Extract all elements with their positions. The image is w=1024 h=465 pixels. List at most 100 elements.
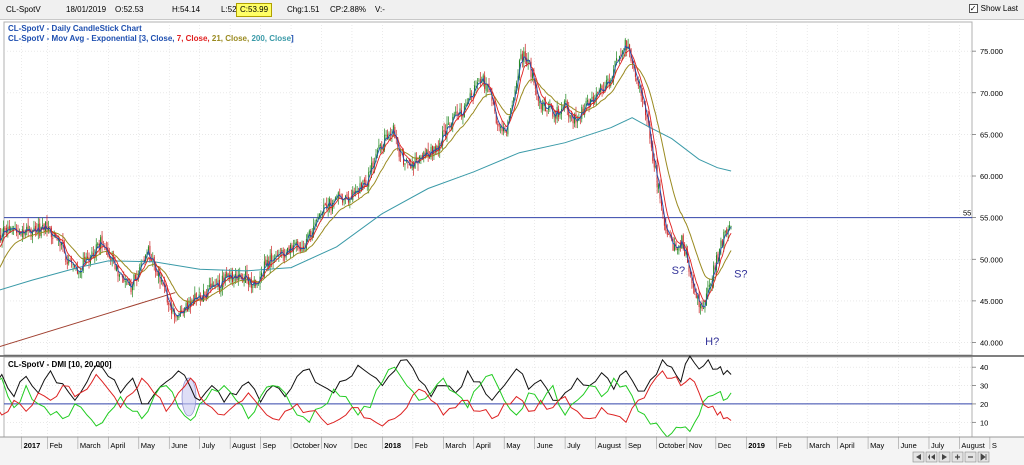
- price-tick-label: 70.000: [980, 89, 1003, 98]
- candle-body: [291, 245, 293, 252]
- candle-body: [124, 281, 126, 283]
- candle-body: [318, 214, 320, 219]
- candle-body: [136, 277, 138, 280]
- candle-body: [363, 179, 365, 182]
- time-tick-label: Nov: [689, 441, 703, 450]
- trendline[interactable]: [0, 292, 176, 353]
- candle-body: [334, 197, 336, 201]
- candle-body: [211, 283, 213, 288]
- candle-body: [503, 127, 505, 132]
- candle-body: [39, 223, 41, 236]
- candle-body: [143, 259, 145, 263]
- open-value: O:52.53: [115, 5, 144, 14]
- candle-body: [511, 104, 513, 109]
- candle-body: [4, 228, 6, 230]
- scroll-end-icon[interactable]: [977, 451, 990, 463]
- candle-body: [218, 279, 220, 291]
- time-tick-label: July: [567, 441, 581, 450]
- horizontal-line-label: 55: [963, 209, 971, 218]
- candle-body: [513, 97, 515, 104]
- candle-body: [629, 44, 631, 51]
- candle-body: [665, 223, 667, 231]
- show-last-toggle[interactable]: ✓ Show Last: [968, 4, 1018, 13]
- candle-body: [227, 273, 229, 276]
- candle-body: [708, 284, 710, 287]
- candle-body: [10, 227, 12, 233]
- dmi-minus-line: [0, 370, 732, 427]
- candle-body: [714, 267, 716, 270]
- candle-body: [420, 156, 422, 158]
- candle-body: [634, 69, 636, 77]
- candle-body: [150, 260, 152, 262]
- candle-body: [297, 241, 299, 247]
- zoom-out-icon[interactable]: [964, 451, 977, 463]
- time-tick-label: April: [476, 441, 491, 450]
- candle-body: [585, 101, 587, 108]
- time-tick-label: August: [961, 441, 985, 450]
- candle-body: [498, 123, 500, 127]
- overlay-title: CL-SpotV - Mov Avg - Exponential [3, Clo…: [8, 34, 294, 43]
- candle-body: [642, 94, 644, 100]
- candle-body: [162, 281, 164, 286]
- candle-body: [524, 51, 526, 59]
- candle-body: [192, 299, 194, 303]
- candle-body: [110, 257, 112, 261]
- scroll-left-double-icon[interactable]: [925, 451, 938, 463]
- overlay-title-part: 200, Close: [251, 34, 291, 43]
- candle-body: [166, 292, 168, 303]
- candle-body: [181, 310, 183, 312]
- candle-body: [492, 102, 494, 105]
- candle-body: [521, 53, 523, 61]
- dmi-tick-label: 10: [980, 418, 988, 427]
- zoom-in-icon[interactable]: [951, 451, 964, 463]
- candle-body: [516, 82, 518, 89]
- highlight-ellipse[interactable]: [181, 377, 197, 417]
- candle-body: [226, 272, 228, 278]
- scroll-right-icon[interactable]: [938, 451, 951, 463]
- candle-body: [695, 293, 697, 298]
- candle-body: [660, 199, 662, 207]
- candle-body: [320, 213, 322, 216]
- candle-body: [72, 264, 74, 266]
- candle-body: [353, 191, 355, 193]
- time-tick-label: October: [658, 441, 685, 450]
- candle-body: [636, 78, 638, 81]
- candle-body: [372, 161, 374, 168]
- candle-body: [416, 157, 418, 160]
- candle-body: [389, 133, 391, 135]
- candle-body: [116, 265, 118, 272]
- time-tick-label: Dec: [718, 441, 732, 450]
- candle-body: [314, 222, 316, 225]
- dmi-title: CL-SpotV - DMI [10, 20.000]: [8, 360, 112, 369]
- candle-body: [400, 154, 402, 156]
- time-tick-label: June: [537, 441, 553, 450]
- candle-body: [284, 254, 286, 258]
- time-axis-background: [0, 437, 1024, 465]
- candle-body: [339, 194, 341, 196]
- candle-body: [5, 227, 7, 234]
- candle-body: [382, 146, 384, 151]
- time-tick-label: March: [80, 441, 101, 450]
- scroll-left-icon[interactable]: [912, 451, 925, 463]
- candle-body: [123, 277, 125, 282]
- candle-body: [208, 285, 210, 288]
- time-tick-label: July: [931, 441, 945, 450]
- candle-body: [527, 59, 529, 64]
- candle-body: [168, 303, 170, 305]
- candle-body: [156, 270, 158, 276]
- candle-body: [66, 261, 68, 265]
- candle-body: [376, 149, 378, 156]
- candle-body: [246, 269, 248, 278]
- candle-body: [575, 114, 577, 123]
- candle-body: [129, 283, 131, 286]
- quote-bar: CL-SpotV 18/01/2019 O:52.53 H:54.14 L:52…: [0, 0, 1024, 20]
- candle-body: [91, 251, 93, 258]
- show-last-checkbox[interactable]: ✓: [968, 4, 978, 13]
- candle-body: [55, 233, 57, 238]
- candle-body: [0, 235, 2, 241]
- candle-body: [169, 304, 171, 306]
- low-value: L:52.37: [221, 5, 248, 14]
- candle-body: [288, 246, 290, 253]
- candle-body: [721, 240, 723, 247]
- candle-body: [281, 250, 283, 252]
